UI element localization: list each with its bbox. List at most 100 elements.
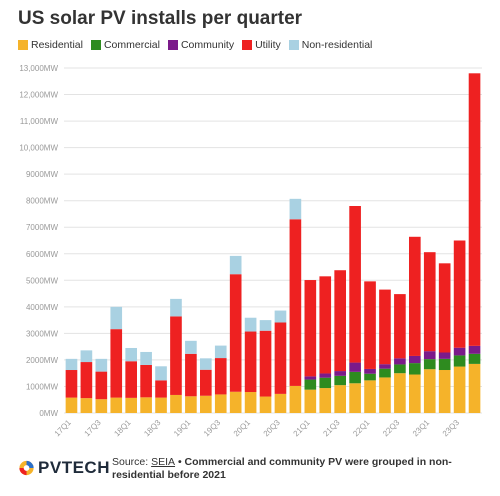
bar-utility: [334, 270, 347, 372]
pvtech-logo[interactable]: PVTECH: [18, 454, 110, 482]
bar-utility: [110, 329, 123, 398]
source-note: Source: SEIA • Commercial and community …: [112, 456, 492, 482]
legend-item-residential[interactable]: Residential: [18, 39, 83, 51]
bar-residential: [453, 366, 466, 413]
x-tick-label: 20Q1: [232, 418, 253, 439]
bar-utility: [65, 370, 78, 398]
bar-utility: [229, 274, 242, 392]
bar-commercial: [423, 359, 436, 370]
legend-label: Utility: [255, 39, 281, 51]
bar-commercial: [394, 364, 406, 374]
bar-utility: [244, 331, 257, 393]
source-link[interactable]: SEIA: [151, 456, 176, 468]
y-tick-label: 8000MW: [26, 197, 58, 206]
chart: 0MW 1000MW 2000MW 3000MW 4000MW 5000MW 6000MW 7…: [19, 64, 482, 439]
x-tick-label: 20Q3: [262, 418, 283, 439]
y-tick-label: 3000MW: [26, 329, 58, 338]
footer: PVTECH Source: SEIA • Commercial and com…: [18, 452, 488, 492]
bar-residential: [304, 389, 317, 413]
bar-residential: [80, 398, 93, 413]
bar-residential: [319, 388, 332, 413]
bar-commercial: [334, 375, 347, 386]
bar-community: [304, 376, 317, 380]
legend-label: Commercial: [103, 39, 160, 51]
bar-utility: [394, 294, 406, 359]
bar-utility: [80, 362, 93, 399]
bar-residential: [244, 392, 257, 413]
logo-text: PVTECH: [38, 458, 110, 477]
x-tick-label: 22Q1: [351, 418, 372, 439]
legend-swatch: [90, 40, 101, 50]
bar-non-residential: [229, 255, 242, 275]
bar-community: [379, 364, 391, 369]
x-tick-label: 19Q3: [202, 418, 223, 439]
legend-swatch: [288, 40, 299, 50]
legend-label: Residential: [31, 39, 83, 51]
y-tick-label: 9000MW: [26, 170, 58, 179]
y-tick-label: 10,000MW: [19, 144, 58, 153]
bar-utility: [364, 281, 376, 369]
bar-utility: [140, 364, 152, 398]
bar-non-residential: [80, 350, 93, 363]
bar-non-residential: [199, 358, 212, 370]
source-prefix: Source:: [112, 456, 152, 468]
x-tick-label: 22Q3: [381, 418, 402, 439]
legend-item-commercial[interactable]: Commercial: [90, 39, 160, 51]
legend-item-community[interactable]: Community: [167, 39, 235, 51]
bar-residential: [289, 385, 302, 413]
bar-non-residential: [110, 306, 123, 330]
bar-community: [408, 355, 421, 364]
bar-utility: [259, 330, 272, 397]
bar-utility: [453, 240, 466, 348]
bar-non-residential: [95, 358, 108, 372]
legend-label: Non-residential: [301, 39, 373, 51]
x-tick-label: 19Q1: [172, 418, 193, 439]
bar-utility: [319, 276, 332, 374]
bar-community: [423, 351, 436, 360]
bar-utility: [304, 280, 317, 377]
y-tick-label: 0MW: [39, 409, 58, 418]
legend-item-utility[interactable]: Utility: [242, 39, 281, 51]
bar-commercial: [319, 377, 332, 389]
y-tick-label: 4000MW: [26, 303, 58, 312]
bar-residential: [170, 394, 182, 413]
y-tick-label: 7000MW: [26, 223, 58, 232]
bar-non-residential: [170, 298, 182, 317]
bar-commercial: [364, 373, 376, 381]
bar-utility: [199, 369, 212, 396]
bar-utility: [214, 358, 227, 395]
bar-residential: [155, 397, 167, 413]
bar-residential: [349, 383, 361, 413]
bar-non-residential: [140, 351, 152, 365]
bar-non-residential: [155, 366, 167, 381]
bar-utility: [468, 73, 481, 346]
legend-swatch: [18, 40, 28, 50]
x-tick-label: 17Q3: [83, 418, 104, 439]
bar-utility: [155, 380, 167, 398]
bar-utility: [289, 219, 302, 386]
x-tick-label: 17Q1: [53, 418, 74, 439]
y-tick-label: 1000MW: [26, 382, 58, 391]
bar-residential: [199, 395, 212, 413]
bar-residential: [408, 374, 421, 413]
bar-residential: [95, 399, 108, 413]
bar-residential: [394, 373, 406, 413]
source-note-text: • Commercial and community PV were group…: [112, 456, 452, 481]
bar-residential: [185, 396, 197, 413]
bar-non-residential: [185, 340, 197, 354]
bar-community: [468, 345, 481, 354]
y-tick-label: 12,000MW: [19, 91, 58, 100]
bar-commercial: [304, 379, 317, 390]
bar-utility: [170, 316, 182, 395]
bar-utility: [423, 252, 436, 352]
bar-community: [334, 371, 347, 376]
x-tick-label: 23Q3: [441, 418, 462, 439]
bar-residential: [110, 397, 123, 413]
bar-residential: [438, 370, 451, 413]
legend-label: Community: [180, 39, 235, 51]
bar-community: [319, 373, 332, 378]
bar-residential: [65, 397, 78, 413]
legend-item-non-residential[interactable]: Non-residential: [288, 39, 373, 51]
bar-non-residential: [244, 317, 257, 332]
bar-non-residential: [259, 320, 272, 331]
